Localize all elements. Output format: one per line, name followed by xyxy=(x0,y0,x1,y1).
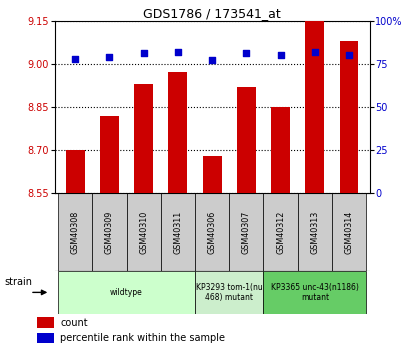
Bar xyxy=(195,193,229,271)
Bar xyxy=(203,156,221,193)
Bar xyxy=(37,333,54,344)
Text: GSM40312: GSM40312 xyxy=(276,210,285,254)
Point xyxy=(209,58,215,63)
Text: GSM40311: GSM40311 xyxy=(173,210,182,254)
Bar xyxy=(195,271,263,314)
Point xyxy=(312,49,318,55)
Point xyxy=(140,51,147,56)
Point xyxy=(277,52,284,58)
Title: GDS1786 / 173541_at: GDS1786 / 173541_at xyxy=(143,7,281,20)
Point xyxy=(243,51,250,56)
Bar xyxy=(298,193,332,271)
Bar xyxy=(58,271,195,314)
Text: KP3365 unc-43(n1186)
mutant: KP3365 unc-43(n1186) mutant xyxy=(271,283,359,302)
Bar xyxy=(168,72,187,193)
Bar xyxy=(161,193,195,271)
Text: KP3293 tom-1(nu
468) mutant: KP3293 tom-1(nu 468) mutant xyxy=(196,283,262,302)
Bar xyxy=(126,193,161,271)
Bar xyxy=(229,193,263,271)
Bar xyxy=(92,193,126,271)
Bar xyxy=(332,193,366,271)
Text: GSM40306: GSM40306 xyxy=(207,210,217,254)
Bar xyxy=(37,317,54,328)
Text: GSM40307: GSM40307 xyxy=(242,210,251,254)
Point xyxy=(72,56,79,61)
Text: wildtype: wildtype xyxy=(110,288,143,297)
Bar xyxy=(271,107,290,193)
Text: GSM40309: GSM40309 xyxy=(105,210,114,254)
Point xyxy=(106,54,113,60)
Bar xyxy=(66,150,84,193)
Text: strain: strain xyxy=(4,277,32,287)
Text: GSM40310: GSM40310 xyxy=(139,210,148,254)
Text: count: count xyxy=(60,318,88,328)
Bar xyxy=(237,87,256,193)
Bar xyxy=(263,193,298,271)
Bar xyxy=(305,21,324,193)
Text: GSM40308: GSM40308 xyxy=(71,210,80,254)
Text: GSM40314: GSM40314 xyxy=(344,210,354,254)
Bar xyxy=(263,271,366,314)
Bar xyxy=(340,41,359,193)
Point xyxy=(346,52,352,58)
Bar xyxy=(100,116,119,193)
Bar xyxy=(58,193,92,271)
Text: percentile rank within the sample: percentile rank within the sample xyxy=(60,333,226,343)
Bar xyxy=(134,84,153,193)
Point xyxy=(174,49,181,55)
Text: GSM40313: GSM40313 xyxy=(310,210,319,254)
